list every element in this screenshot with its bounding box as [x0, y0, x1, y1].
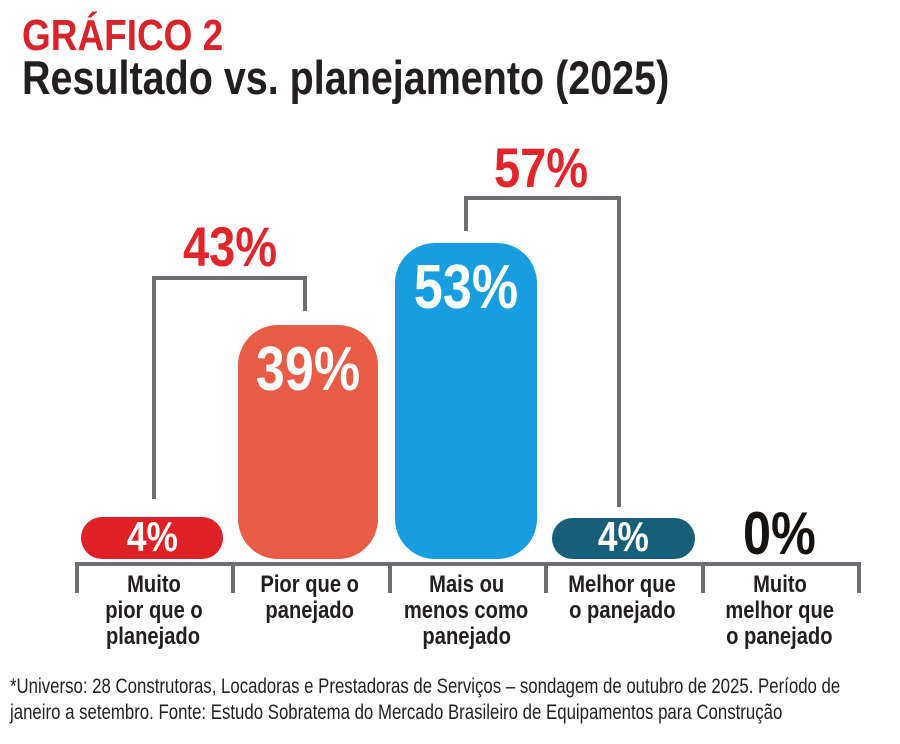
bar-value-label: 4% [597, 513, 649, 560]
chart-title: Resultado vs. planejamento (2025) [22, 54, 793, 101]
category-label-mais-ou-menos: Mais ou menos como panejado [388, 572, 545, 650]
footnote-text: *Universo: 28 Construtoras, Locadoras e … [10, 675, 841, 698]
footnote-line-1: *Universo: 28 Construtoras, Locadoras e … [10, 674, 900, 700]
bar-value-label: 0% [743, 500, 816, 567]
bar-muito-pior: 4% [81, 512, 223, 560]
bracket-label-57-text: 57% [493, 136, 589, 199]
footnote-line-2: janeiro a setembro. Fonte: Estudo Sobrat… [10, 700, 900, 726]
category-label-line: planejado [106, 623, 201, 650]
category-label-line: Muito [752, 571, 807, 598]
axis-tick [75, 562, 79, 593]
category-label-muito-melhor: Muito melhor que o panejado [701, 572, 858, 650]
bracket-43-left-leg [152, 276, 156, 499]
bracket-label-57: 57% [451, 140, 631, 196]
bracket-57-right-leg [617, 196, 621, 507]
bar-value-label-muito-melhor: 0% [701, 504, 858, 564]
category-label-pior: Pior que o panejado [231, 572, 388, 624]
source-footnote: *Universo: 28 Construtoras, Locadoras e … [10, 674, 900, 726]
chart-kicker: GRÁFICO 2 [22, 14, 262, 58]
category-label-line: pior que o [104, 597, 203, 624]
category-label-muito-pior: Muito pior que o planejado [75, 572, 232, 650]
category-label-line: panejado [422, 623, 511, 650]
chart-title-text: Resultado vs. planejamento (2025) [22, 51, 670, 104]
bar-mais-ou-menos: 53% [395, 243, 537, 559]
bar-value-label: 39% [255, 335, 361, 404]
x-axis-line [75, 562, 861, 566]
bracket-43-horizontal-line [152, 276, 307, 280]
bar-pior: 39% [238, 325, 378, 559]
category-label-line: o panejado [569, 597, 676, 624]
category-label-line: menos como [404, 597, 529, 624]
axis-tick [857, 562, 861, 593]
bracket-57-horizontal-line [464, 196, 621, 200]
bracket-label-43: 43% [140, 219, 320, 275]
bar-value-label: 4% [126, 512, 178, 560]
category-label-line: melhor que [725, 597, 834, 624]
bar-melhor: 4% [552, 513, 695, 560]
category-label-line: Melhor que [568, 571, 677, 598]
bar-value-label: 53% [413, 253, 519, 322]
bracket-57-left-leg [464, 196, 468, 231]
category-label-line: o panejado [726, 623, 833, 650]
bracket-label-43-text: 43% [182, 215, 278, 278]
category-label-line: Muito [126, 571, 181, 598]
axis-tick [701, 562, 705, 593]
category-label-line: Mais ou [428, 571, 505, 598]
footnote-text: janeiro a setembro. Fonte: Estudo Sobrat… [10, 701, 783, 724]
axis-tick [231, 562, 235, 593]
axis-tick [388, 562, 392, 593]
chart-kicker-text: GRÁFICO 2 [22, 11, 224, 60]
category-label-line: panejado [265, 597, 354, 624]
bracket-43-right-leg [303, 276, 307, 311]
category-label-line: Pior que o [260, 571, 359, 598]
axis-tick [544, 562, 548, 593]
category-label-melhor: Melhor que o panejado [544, 572, 701, 624]
